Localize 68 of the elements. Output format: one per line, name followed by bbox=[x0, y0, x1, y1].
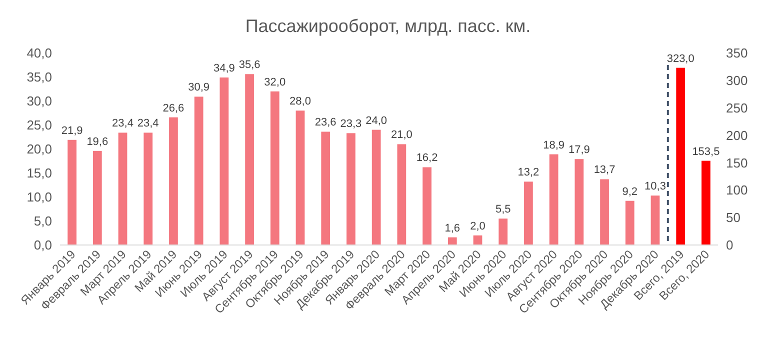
y-tick-label: 0,0 bbox=[34, 238, 52, 253]
data-label: 19,6 bbox=[86, 136, 108, 148]
data-label: 13,7 bbox=[594, 164, 616, 176]
bar bbox=[346, 133, 356, 245]
data-label: 16,2 bbox=[416, 152, 438, 164]
y2-tick-label: 300 bbox=[726, 72, 748, 88]
y-tick-label: 25,0 bbox=[26, 118, 52, 133]
data-label: 32,0 bbox=[264, 76, 286, 88]
y2-tick-label: 100 bbox=[726, 182, 748, 198]
bar bbox=[574, 159, 584, 245]
data-label: 24,0 bbox=[366, 114, 388, 127]
data-label: 23,4 bbox=[112, 118, 134, 130]
y-tick-label: 20,0 bbox=[26, 142, 52, 157]
data-label: 2,0 bbox=[470, 220, 486, 232]
y2-tick-label: 150 bbox=[726, 155, 748, 170]
bar bbox=[194, 96, 204, 245]
data-label: 21,9 bbox=[61, 124, 83, 137]
bar bbox=[448, 237, 457, 245]
data-label: 13,2 bbox=[518, 166, 540, 179]
bar bbox=[372, 130, 381, 245]
bar bbox=[144, 132, 153, 245]
bar bbox=[549, 154, 558, 245]
bar bbox=[169, 117, 178, 245]
y2-tick-label: 0 bbox=[726, 238, 734, 253]
data-label: 323,0 bbox=[666, 52, 694, 65]
bar bbox=[68, 140, 76, 245]
data-label: 5,5 bbox=[495, 204, 511, 216]
data-label: 153,5 bbox=[692, 146, 720, 158]
y-tick-label: 15,0 bbox=[26, 166, 52, 181]
bar bbox=[473, 235, 482, 245]
bar bbox=[118, 132, 128, 245]
data-label: 28,0 bbox=[290, 96, 311, 108]
data-label: 35,6 bbox=[238, 59, 260, 72]
bar bbox=[422, 167, 432, 245]
y-tick-label: 30,0 bbox=[26, 94, 52, 109]
y2-tick-label: 250 bbox=[726, 100, 748, 116]
chart-title: Пассажирооборот, млрд. пасс. км. bbox=[245, 16, 531, 36]
data-label: 23,4 bbox=[137, 118, 159, 130]
bar bbox=[220, 77, 229, 245]
y-tick-label: 40,0 bbox=[26, 46, 52, 61]
data-label: 30,9 bbox=[188, 82, 210, 94]
bar bbox=[397, 144, 406, 245]
data-label: 26,6 bbox=[162, 102, 184, 114]
data-label: 10,3 bbox=[644, 180, 666, 193]
data-label: 17,9 bbox=[568, 144, 590, 156]
bar bbox=[524, 182, 533, 245]
y2-tick-label: 50 bbox=[726, 210, 740, 226]
data-label: 23,3 bbox=[340, 118, 362, 130]
y-tick-label: 5,0 bbox=[34, 214, 52, 229]
data-label: 18,9 bbox=[543, 139, 565, 152]
data-label: 23,6 bbox=[314, 116, 336, 129]
y-tick-label: 10,0 bbox=[26, 190, 52, 205]
bar bbox=[321, 132, 330, 245]
y2-tick-label: 200 bbox=[726, 128, 748, 143]
data-label: 9,2 bbox=[622, 186, 638, 198]
bar bbox=[245, 74, 254, 245]
bar bbox=[650, 196, 660, 245]
data-label: 21,0 bbox=[390, 129, 412, 142]
bar bbox=[92, 150, 102, 245]
bar bbox=[498, 218, 508, 245]
bar bbox=[625, 200, 634, 245]
y2-tick-label: 350 bbox=[726, 46, 748, 61]
bar bbox=[296, 110, 305, 245]
data-label: 34,9 bbox=[213, 62, 235, 74]
bar bbox=[270, 91, 280, 245]
bar bbox=[600, 179, 609, 245]
y-tick-label: 35,0 bbox=[26, 70, 52, 85]
data-label: 1,6 bbox=[444, 222, 460, 234]
